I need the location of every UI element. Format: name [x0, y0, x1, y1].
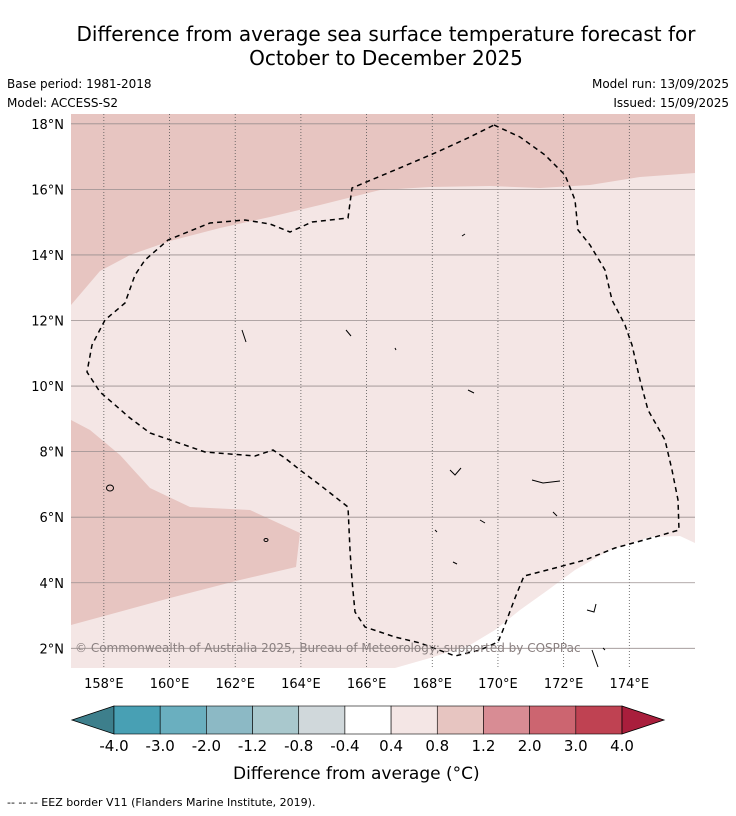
anomaly-0.8-1.2-north — [71, 114, 695, 305]
colorbar-bin — [390, 705, 438, 735]
colorbar-tick-label: 0.4 — [379, 737, 403, 755]
colorbar-low-extension — [70, 705, 115, 735]
issued-date: Issued: 15/09/2025 — [613, 96, 729, 110]
lon-tick-label: 174°E — [610, 677, 650, 692]
island — [106, 484, 114, 492]
island — [591, 649, 599, 668]
map-area: © Commonwealth of Australia 2025, Bureau… — [71, 114, 695, 668]
colorbar-bin — [483, 705, 530, 735]
colorbar-tick-label: 4.0 — [610, 737, 634, 755]
lon-tick-label: 170°E — [478, 677, 518, 692]
colorbar-bin — [529, 705, 577, 735]
model-run: Model run: 13/09/2025 — [591, 77, 729, 91]
island — [394, 347, 397, 351]
island — [531, 479, 561, 484]
island — [449, 467, 462, 476]
colorbar-bin — [206, 705, 253, 735]
island — [602, 647, 606, 651]
footer-note: -- -- -- EEZ border V11 (Flanders Marine… — [7, 796, 316, 809]
lat-tick-label: 16°N — [31, 183, 64, 198]
lat-tick-label: 10°N — [31, 380, 64, 395]
island — [479, 519, 486, 524]
lon-tick-label: 160°E — [150, 677, 190, 692]
lat-tick-label: 14°N — [31, 249, 64, 264]
title-line-1: Difference from average sea surface temp… — [76, 22, 696, 46]
lon-tick-label: 158°E — [84, 677, 124, 692]
title-line-2: October to December 2025 — [249, 46, 523, 70]
axis-labels: 158°E 160°E 162°E 164°E 166°E 168°E 170°E 172°E… — [31, 118, 649, 692]
colorbar-tick-label: -4.0 — [99, 737, 128, 755]
lon-tick-label: 172°E — [544, 677, 584, 692]
lat-tick-label: 12°N — [31, 315, 64, 330]
island — [241, 329, 247, 343]
colorbar-bin — [575, 705, 623, 735]
island — [345, 329, 352, 337]
colorbar-high-extension — [621, 705, 666, 735]
colorbar-tick-label: -2.0 — [192, 737, 221, 755]
colorbar-tick-label: 0.8 — [425, 737, 449, 755]
colorbar-bin — [113, 705, 161, 735]
colorbar-tick-label: -0.8 — [284, 737, 313, 755]
island — [263, 538, 269, 542]
gridlines — [71, 114, 695, 668]
lat-tick-label: 18°N — [31, 118, 64, 133]
lat-tick-label: 6°N — [40, 511, 65, 526]
model-name: Model: ACCESS-S2 — [7, 96, 119, 110]
colorbar: -4.0 -3.0 -2.0 -1.2 -0.8 -0.4 0.4 0.8 1.2 2.0 3.0 4… — [70, 705, 666, 755]
island — [552, 511, 558, 517]
lat-tick-label: 2°N — [40, 642, 65, 657]
colorbar-tick-label: -0.4 — [330, 737, 359, 755]
lon-tick-label: 166°E — [347, 677, 387, 692]
meta-right: Model run: 13/09/2025 Issued: 15/09/2025 — [592, 75, 729, 113]
colorbar-bin — [436, 705, 484, 735]
colorbar-bin — [344, 705, 392, 735]
colorbar-tick-label: -3.0 — [146, 737, 175, 755]
lat-tick-label: 4°N — [40, 577, 65, 592]
island — [461, 233, 466, 237]
islands — [106, 233, 606, 668]
colorbar-title: Difference from average (°C) — [233, 764, 480, 784]
colorbar-tick-label: 1.2 — [472, 737, 496, 755]
base-period: Base period: 1981-2018 — [7, 77, 152, 91]
colorbar-tick-label: 3.0 — [564, 737, 588, 755]
meta-left: Base period: 1981-2018 Model: ACCESS-S2 — [7, 75, 152, 113]
colorbar-bin — [252, 705, 300, 735]
colorbar-tick-label: 2.0 — [518, 737, 542, 755]
lon-tick-label: 164°E — [281, 677, 321, 692]
colorbar-bin — [159, 705, 207, 735]
copyright-text: © Commonwealth of Australia 2025, Bureau… — [75, 641, 581, 655]
island — [467, 389, 475, 394]
colorbar-tick-label: -1.2 — [238, 737, 267, 755]
eez-border — [86, 124, 680, 657]
lon-tick-label: 162°E — [215, 677, 255, 692]
lon-tick-label: 168°E — [412, 677, 452, 692]
island — [586, 603, 597, 613]
colorbar-bin — [298, 705, 346, 735]
island — [434, 529, 438, 533]
island — [452, 561, 458, 565]
lat-tick-label: 8°N — [40, 446, 65, 461]
anomaly-0.8-1.2-southwest — [71, 420, 300, 625]
anomaly-neutral-southeast — [395, 536, 695, 668]
chart-title: Difference from average sea surface temp… — [0, 22, 736, 70]
